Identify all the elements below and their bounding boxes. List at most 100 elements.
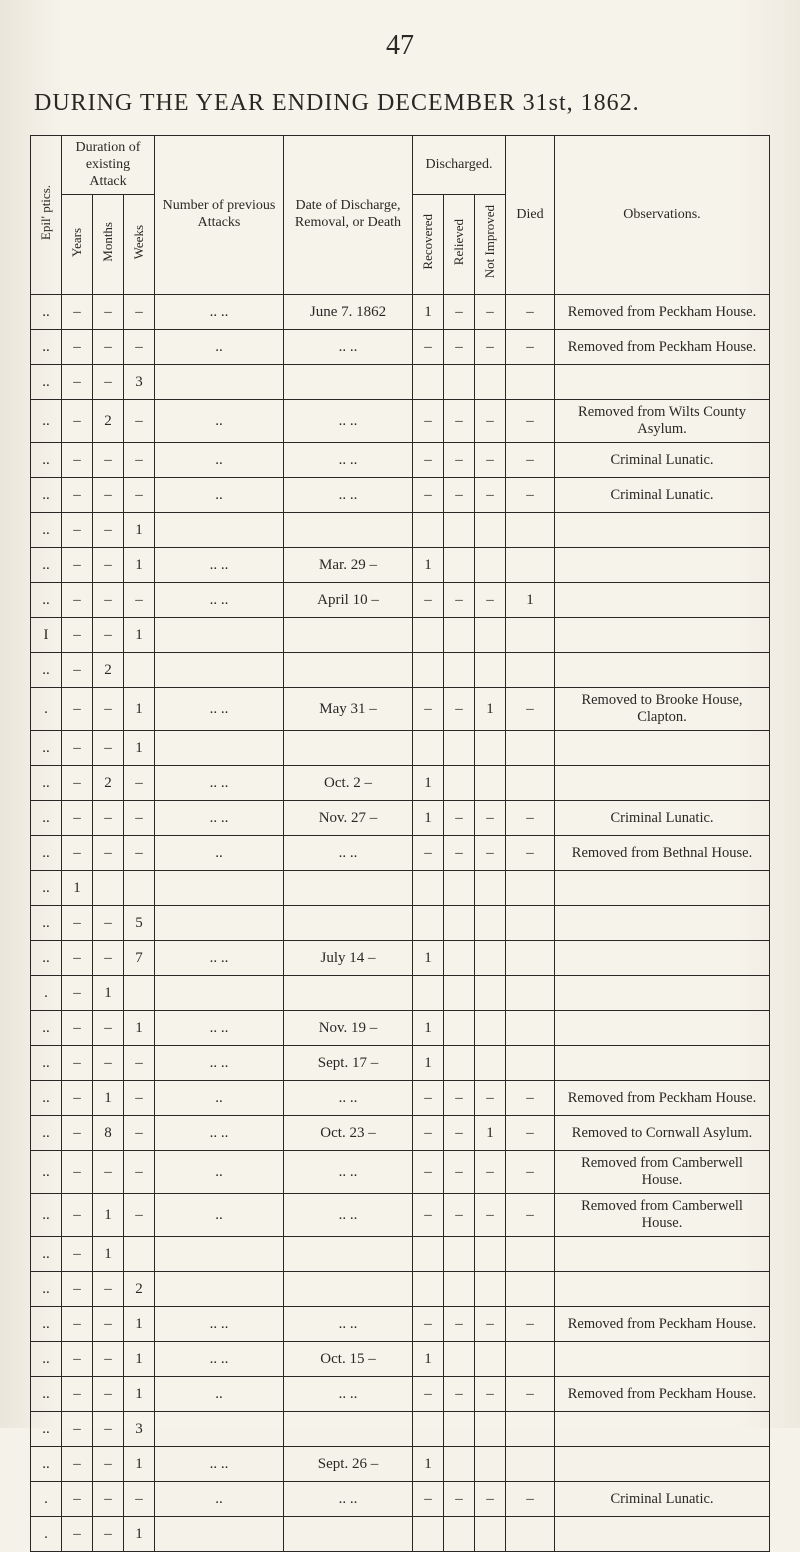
cell-ep: ..	[31, 1081, 62, 1116]
cell-y: –	[62, 1342, 93, 1377]
cell-ni	[475, 1412, 506, 1447]
cell-rel	[444, 1272, 475, 1307]
cell-ni: –	[475, 330, 506, 365]
cell-ni: –	[475, 295, 506, 330]
cell-ep: .	[31, 1517, 62, 1552]
cell-rec	[413, 653, 444, 688]
table-row: ..–2–.... ..––––Removed from Wilts Count…	[31, 400, 770, 443]
cell-rec: –	[413, 330, 444, 365]
cell-m: –	[93, 295, 124, 330]
cell-m: –	[93, 1447, 124, 1482]
cell-obs: Criminal Lunatic.	[555, 1482, 770, 1517]
cell-num: .. ..	[155, 295, 284, 330]
cell-died: –	[506, 443, 555, 478]
table-row: ..––1.... ..––––Removed from Peckham Hou…	[31, 1377, 770, 1412]
cell-rec: –	[413, 443, 444, 478]
cell-rec	[413, 1412, 444, 1447]
cell-obs: Removed from Bethnal House.	[555, 836, 770, 871]
cell-rec: –	[413, 583, 444, 618]
cell-m: 1	[93, 1081, 124, 1116]
cell-died: –	[506, 836, 555, 871]
cell-rec: –	[413, 478, 444, 513]
table-row: I––1	[31, 618, 770, 653]
cell-num: ..	[155, 1151, 284, 1194]
cell-w: 1	[124, 548, 155, 583]
cell-ep: .	[31, 976, 62, 1011]
col-weeks: Weeks	[124, 195, 155, 295]
cell-died	[506, 1517, 555, 1552]
cell-ni	[475, 766, 506, 801]
cell-y: 1	[62, 871, 93, 906]
cell-num	[155, 731, 284, 766]
cell-rec: –	[413, 836, 444, 871]
cell-rel: –	[444, 1377, 475, 1412]
table-row: ..–––.. ..June 7. 18621–––Removed from P…	[31, 295, 770, 330]
cell-obs	[555, 1272, 770, 1307]
cell-date: Oct. 15 –	[284, 1342, 413, 1377]
table-head: Epil' ptics. Duration of existing Attack…	[31, 136, 770, 295]
cell-date	[284, 1412, 413, 1447]
cell-rec: –	[413, 400, 444, 443]
table-row: ..––1.. ..Mar. 29 –1	[31, 548, 770, 583]
cell-ep: ..	[31, 1237, 62, 1272]
cell-ep: ..	[31, 1377, 62, 1412]
cell-ep: ..	[31, 548, 62, 583]
cell-died: –	[506, 1194, 555, 1237]
col-number: Number of previous Attacks	[155, 136, 284, 295]
cell-w: 1	[124, 513, 155, 548]
cell-died: –	[506, 688, 555, 731]
cell-m: –	[93, 618, 124, 653]
cell-y: –	[62, 365, 93, 400]
cell-m: –	[93, 513, 124, 548]
cell-y: –	[62, 836, 93, 871]
cell-obs: Removed from Camberwell House.	[555, 1151, 770, 1194]
cell-w: 1	[124, 1011, 155, 1046]
cell-ni: –	[475, 583, 506, 618]
cell-died: –	[506, 1116, 555, 1151]
page-number: 47	[30, 30, 770, 62]
cell-num: .. ..	[155, 766, 284, 801]
cell-m: –	[93, 941, 124, 976]
cell-ni	[475, 731, 506, 766]
cell-date: .. ..	[284, 836, 413, 871]
cell-rec	[413, 731, 444, 766]
cell-date: Mar. 29 –	[284, 548, 413, 583]
cell-m: –	[93, 731, 124, 766]
cell-died	[506, 513, 555, 548]
cell-rel: –	[444, 801, 475, 836]
cell-died	[506, 365, 555, 400]
cell-rec	[413, 871, 444, 906]
cell-date	[284, 365, 413, 400]
cell-date: July 14 –	[284, 941, 413, 976]
cell-rel	[444, 941, 475, 976]
cell-m: 2	[93, 400, 124, 443]
cell-num: ..	[155, 1194, 284, 1237]
cell-rel: –	[444, 443, 475, 478]
cell-obs	[555, 548, 770, 583]
cell-date: Sept. 17 –	[284, 1046, 413, 1081]
cell-died	[506, 976, 555, 1011]
cell-num: .. ..	[155, 801, 284, 836]
cell-rel: –	[444, 583, 475, 618]
cell-obs	[555, 618, 770, 653]
cell-rec: –	[413, 1194, 444, 1237]
cell-num: ..	[155, 478, 284, 513]
col-observations: Observations.	[555, 136, 770, 295]
cell-obs	[555, 941, 770, 976]
table-row: .––1	[31, 1517, 770, 1552]
cell-rec	[413, 618, 444, 653]
cell-rel	[444, 548, 475, 583]
cell-w: 3	[124, 1412, 155, 1447]
cell-ep: ..	[31, 443, 62, 478]
cell-ni: –	[475, 443, 506, 478]
cell-date: Sept. 26 –	[284, 1447, 413, 1482]
cell-ni	[475, 906, 506, 941]
table-row: ..–1–.... ..––––Removed from Peckham Hou…	[31, 1081, 770, 1116]
table-row: ..––1	[31, 731, 770, 766]
cell-y: –	[62, 906, 93, 941]
cell-rel	[444, 1412, 475, 1447]
cell-m: –	[93, 1272, 124, 1307]
cell-rel	[444, 1046, 475, 1081]
cell-date: .. ..	[284, 1194, 413, 1237]
cell-w: –	[124, 400, 155, 443]
